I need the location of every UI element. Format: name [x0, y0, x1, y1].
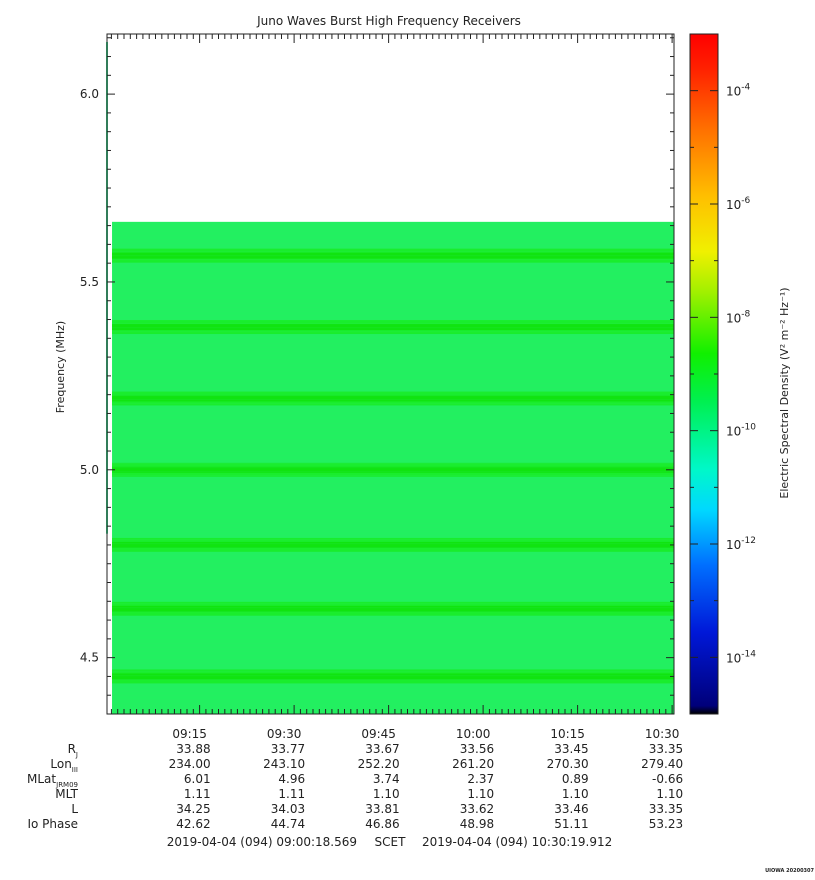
y-tick-label: 5.0: [80, 463, 99, 477]
time-end: 2019-04-04 (094) 10:30:19.912: [422, 835, 612, 849]
ephemeris-value: 53.23: [649, 817, 683, 831]
ephemeris-value: 33.62: [460, 802, 494, 816]
ephemeris-row-label: RJ: [68, 742, 78, 759]
plot-frame: [106, 33, 675, 715]
time-start: 2019-04-04 (094) 09:00:18.569: [167, 835, 357, 849]
x-tick-label: 09:45: [361, 727, 396, 741]
ephemeris-value: -0.66: [652, 772, 683, 786]
spectral-band-core: [112, 324, 675, 331]
ephemeris-value: 44.74: [271, 817, 305, 831]
ephemeris-value: 252.20: [358, 757, 400, 771]
colorbar-tick-label: 10-6: [726, 196, 751, 212]
ephemeris-value: 234.00: [169, 757, 211, 771]
plot-area: [106, 33, 675, 715]
spectral-band-core: [112, 673, 675, 680]
ephemeris-value: 33.35: [649, 742, 683, 756]
ephemeris-row-label: MLT: [55, 787, 78, 801]
time-scet-label: SCET: [375, 835, 407, 849]
x-tick-label: 10:30: [645, 727, 680, 741]
ephemeris-value: 33.77: [271, 742, 305, 756]
x-axis: 09:15 09:30 09:45 10:00 10:15 10:30: [110, 34, 680, 741]
ephemeris-value: 33.35: [649, 802, 683, 816]
colorbar-tick-label: 10-4: [726, 83, 751, 99]
ephemeris-value: 0.89: [562, 772, 589, 786]
ephemeris-value: 1.10: [656, 787, 683, 801]
colorbar-tick-exponent: -6: [741, 196, 750, 206]
ephemeris-value: 46.86: [365, 817, 399, 831]
colorbar-tick-exponent: -8: [741, 309, 750, 319]
x-tick-label: 09:30: [267, 727, 302, 741]
y-tick-label: 4.5: [80, 651, 99, 665]
ephemeris-value: 261.20: [452, 757, 494, 771]
ephemeris-value: 2.37: [467, 772, 494, 786]
ephemeris-value: 279.40: [641, 757, 683, 771]
ephemeris-value: 34.25: [176, 802, 210, 816]
ephemeris-value: 1.11: [184, 787, 211, 801]
ephemeris-value: 51.11: [554, 817, 588, 831]
colorbar-tick-exponent: -12: [741, 536, 756, 546]
footer-note: UIOWA 20200307: [765, 868, 814, 874]
spectral-band-core: [112, 395, 675, 402]
spectral-band-core: [112, 466, 675, 473]
y-tick-label: 6.0: [80, 87, 99, 101]
colorbar-tick-label: 10-10: [726, 423, 756, 439]
ephemeris-value: 243.10: [263, 757, 305, 771]
colorbar: 10-4 10-6 10-8 10-10 10-12 10-14: [689, 33, 756, 715]
ephemeris-row-sublabel: JRM09: [55, 781, 78, 789]
ephemeris-value: 33.88: [176, 742, 210, 756]
ephemeris-row-label: Io Phase: [27, 817, 78, 831]
ephemeris-value: 48.98: [460, 817, 494, 831]
ephemeris-row-label: LonIII: [50, 757, 78, 774]
ephemeris-value: 3.74: [373, 772, 400, 786]
spectral-band-core: [112, 541, 675, 548]
ephemeris-value: 1.10: [562, 787, 589, 801]
ephemeris-value: 34.03: [271, 802, 305, 816]
x-tick-label: 09:15: [172, 727, 207, 741]
colorbar-tick-label: 10-14: [726, 649, 756, 665]
spectral-band-core: [112, 252, 675, 259]
ephemeris-table: RJ 33.88 33.77 33.67 33.56 33.45 33.35 LonIII 23…: [27, 742, 683, 831]
ephemeris-value: 4.96: [278, 772, 305, 786]
y-axis: 6.0 5.5 5.0 4.5: [80, 37, 674, 696]
colorbar-tick-label: 10-8: [726, 309, 751, 325]
ephemeris-value: 33.67: [365, 742, 399, 756]
ephemeris-row-sublabel: J: [75, 751, 78, 759]
colorbar-tick-exponent: -14: [741, 649, 756, 659]
ephemeris-value: 1.11: [278, 787, 305, 801]
colorbar-label: Electric Spectral Density (V² m⁻² Hz⁻¹): [778, 287, 791, 498]
ephemeris-value: 33.46: [554, 802, 588, 816]
ephemeris-value: 33.56: [460, 742, 494, 756]
ephemeris-value: 6.01: [184, 772, 211, 786]
colorbar-gradient: [689, 33, 719, 715]
y-tick-label: 5.5: [80, 275, 99, 289]
ephemeris-value: 1.10: [467, 787, 494, 801]
y-axis-label: Frequency (MHz): [54, 321, 67, 413]
ephemeris-value: 33.45: [554, 742, 588, 756]
chart-title: Juno Waves Burst High Frequency Receiver…: [256, 14, 521, 28]
ephemeris-value: 42.62: [176, 817, 210, 831]
ephemeris-value: 270.30: [547, 757, 589, 771]
colorbar-tick-label: 10-12: [726, 536, 756, 552]
ephemeris-row-sublabel: III: [72, 766, 78, 774]
x-tick-label: 10:00: [456, 727, 491, 741]
ephemeris-value: 1.10: [373, 787, 400, 801]
colorbar-tick-exponent: -10: [741, 423, 756, 433]
x-tick-label: 10:15: [550, 727, 585, 741]
spectral-band-core: [112, 605, 675, 612]
ephemeris-row-label: L: [71, 802, 78, 816]
colorbar-tick-exponent: -4: [741, 83, 750, 93]
ephemeris-value: 33.81: [365, 802, 399, 816]
